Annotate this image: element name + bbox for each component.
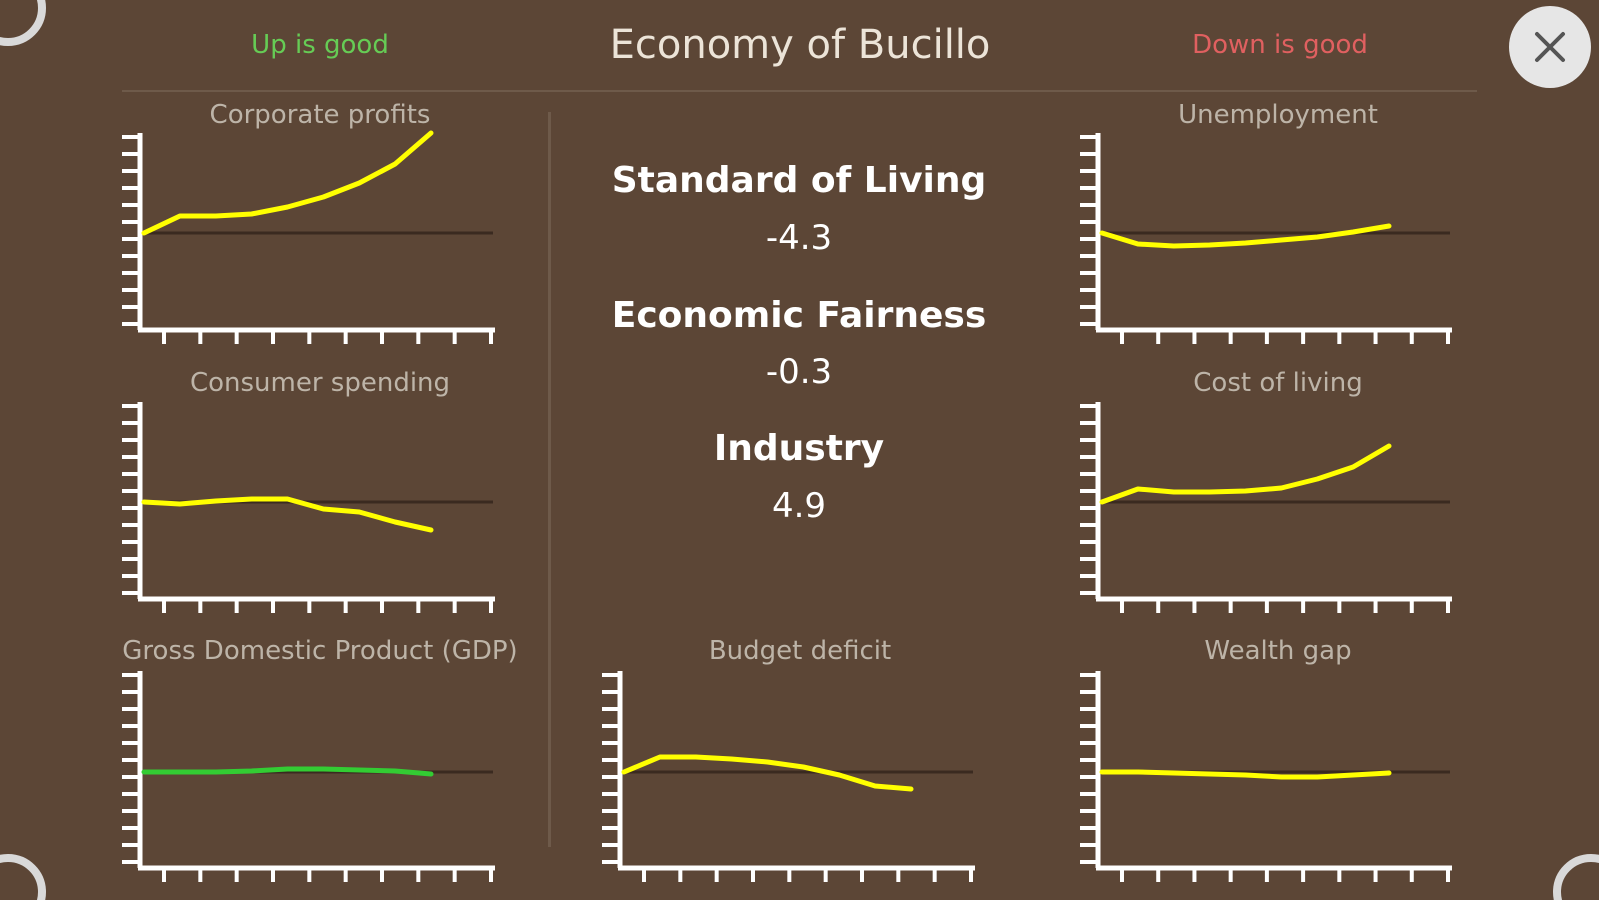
panel-corner — [0, 0, 46, 46]
wealth-gap-series-line — [1099, 769, 1392, 780]
chart-title-corporate-profits: Corporate profits — [209, 100, 431, 130]
close-icon — [1535, 32, 1565, 62]
chart-title-wealth-gap: Wealth gap — [1204, 636, 1352, 666]
cost-of-living-series-line — [1099, 443, 1392, 505]
corporate-profits-series-line — [141, 130, 434, 236]
page-title: Economy of Bucillo — [609, 22, 991, 68]
chart-title-cost-of-living: Cost of living — [1193, 368, 1363, 398]
down-is-good-label: Down is good — [1192, 30, 1368, 60]
chart-title-budget-deficit: Budget deficit — [708, 636, 892, 666]
close-button[interactable] — [1509, 6, 1591, 88]
chart-title-gdp: Gross Domestic Product (GDP) — [122, 636, 518, 666]
economic-fairness-value: -0.3 — [765, 352, 833, 392]
consumer-spending-series-line — [141, 496, 434, 533]
chart-title-consumer-spending: Consumer spending — [189, 368, 451, 398]
industry-value: 4.9 — [771, 486, 827, 526]
column-divider — [548, 112, 551, 847]
panel-corner — [1553, 854, 1599, 900]
up-is-good-label: Up is good — [251, 30, 389, 60]
budget-deficit-series-line — [621, 754, 914, 792]
gdp-series-line — [141, 766, 434, 777]
panel-corner — [0, 854, 46, 900]
standard-of-living-label: Standard of Living — [611, 160, 987, 201]
industry-label: Industry — [713, 428, 885, 469]
header-divider — [122, 90, 1477, 92]
unemployment-series-line — [1099, 223, 1392, 249]
standard-of-living-value: -4.3 — [765, 218, 833, 258]
chart-title-unemployment: Unemployment — [1178, 100, 1378, 130]
economic-fairness-label: Economic Fairness — [611, 295, 987, 336]
